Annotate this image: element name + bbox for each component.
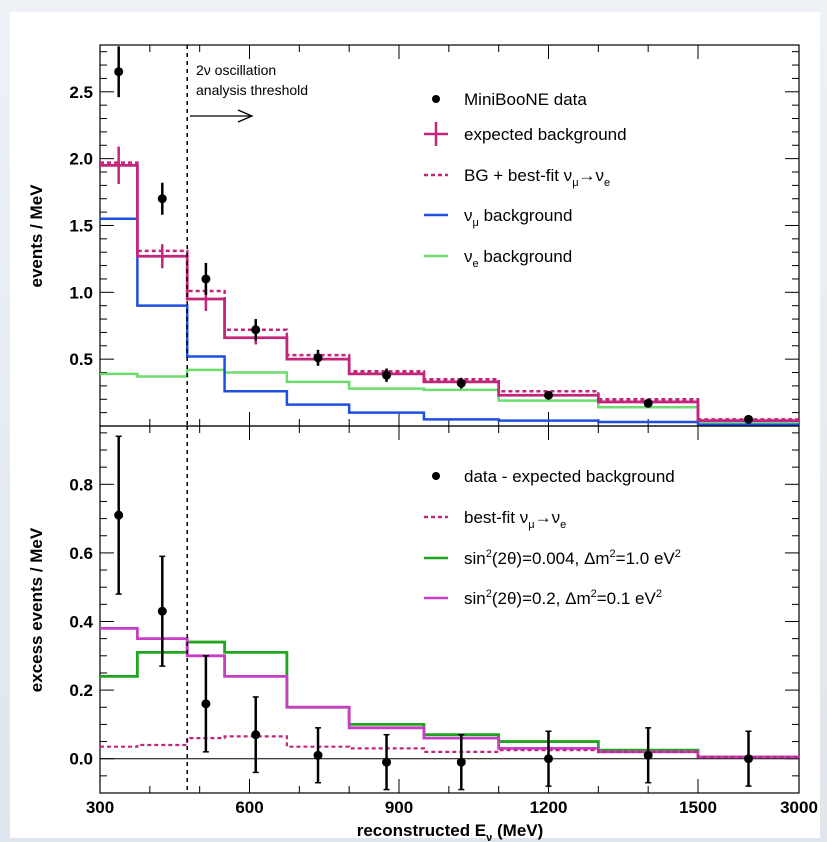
threshold-label-line1: 2ν oscillation	[196, 62, 276, 78]
legend-label-green-model: sin2(2θ)=0.004, Δm2=1.0 eV2	[464, 548, 681, 568]
excess-point	[201, 699, 211, 709]
excess-point	[544, 754, 553, 764]
x-tick-label: 600	[235, 798, 263, 817]
bestfit-excess-line	[100, 735, 799, 759]
excess-point	[382, 757, 392, 767]
bottom-series	[100, 426, 799, 793]
data-point	[157, 194, 167, 204]
legend-label-bestfit-excess: best-fit νμ→νe	[464, 508, 566, 531]
excess-point	[157, 606, 167, 616]
data-point	[114, 67, 124, 77]
bottom-plot-frame	[99, 425, 800, 794]
legend-label-numu: νμ background	[464, 206, 572, 229]
data-point	[382, 370, 392, 380]
top-y-tick-label: 0.5	[69, 350, 93, 369]
threshold-label-line2: analysis threshold	[196, 82, 308, 98]
x-axis-title: reconstructed Eν (MeV)	[357, 821, 544, 842]
excess-point	[114, 510, 124, 520]
legend-marker-data	[432, 95, 440, 103]
top-series	[100, 45, 799, 426]
bottom-y-tick-label: 0.2	[69, 681, 93, 700]
bottom-y-tick-label: 0.0	[69, 750, 93, 769]
data-point	[251, 325, 261, 335]
excess-point	[313, 750, 323, 760]
x-tick-label: 1500	[679, 798, 717, 817]
x-tick-label: 1200	[530, 798, 568, 817]
bottom-y-axis-title: excess events / MeV	[27, 527, 46, 692]
bottom-legend: data - expected background best-fit νμ→ν…	[424, 467, 681, 608]
x-tick-label: 300	[86, 798, 114, 817]
excess-point	[643, 750, 653, 760]
data-point	[544, 390, 553, 400]
top-y-axis-title: events / MeV	[27, 184, 46, 288]
data-point	[201, 274, 211, 284]
x-tick-label: 900	[385, 798, 413, 817]
excess-point	[251, 730, 261, 740]
top-panel: 0.5 1.0 1.5 2.0 2.5 events / MeV 2ν osci…	[27, 44, 800, 427]
top-legend: MiniBooNE data expected background BG + …	[424, 90, 627, 270]
top-y-tick-label: 1.5	[69, 216, 93, 235]
top-y-tick-label: 2.5	[69, 83, 93, 102]
data-point	[313, 353, 323, 363]
legend-marker-excess	[432, 472, 440, 480]
top-ticks	[99, 45, 799, 427]
data-point	[744, 414, 753, 424]
top-y-tick-labels: 0.5 1.0 1.5 2.0 2.5	[69, 83, 93, 369]
legend-label-data: MiniBooNE data	[464, 90, 587, 109]
x-tick-labels: 300 600 900 1200 1500 3000	[86, 798, 818, 817]
top-y-tick-label: 1.0	[69, 283, 93, 302]
bottom-panel: 0.0 0.2 0.4 0.6 0.8 300 600 900 1200 150…	[27, 425, 818, 842]
threshold-arrow-head	[237, 109, 254, 123]
excess-point	[456, 757, 466, 767]
excess-point	[744, 754, 753, 764]
bottom-y-tick-label: 0.4	[69, 613, 93, 632]
canvas	[10, 12, 820, 838]
data-point	[456, 378, 466, 388]
bottom-y-tick-label: 0.8	[69, 475, 93, 494]
bestfit-total-line	[100, 161, 799, 421]
numu-background-line	[100, 217, 799, 426]
data-point	[643, 398, 653, 408]
threshold-annotation: 2ν oscillation analysis threshold	[190, 62, 308, 123]
bottom-y-tick-label: 0.6	[69, 544, 93, 563]
legend-label-excess: data - expected background	[464, 467, 675, 486]
legend-label-nue: νe background	[464, 247, 572, 270]
top-y-tick-label: 2.0	[69, 150, 93, 169]
legend-label-expected-bg: expected background	[464, 125, 627, 144]
bottom-y-tick-labels: 0.0 0.2 0.4 0.6 0.8	[69, 475, 93, 768]
legend-label-bestfit: BG + best-fit νμ→νe	[464, 166, 610, 189]
x-tick-label: 3000	[780, 798, 818, 817]
legend-label-magenta-model: sin2(2θ)=0.2, Δm2=0.1 eV2	[464, 588, 662, 608]
